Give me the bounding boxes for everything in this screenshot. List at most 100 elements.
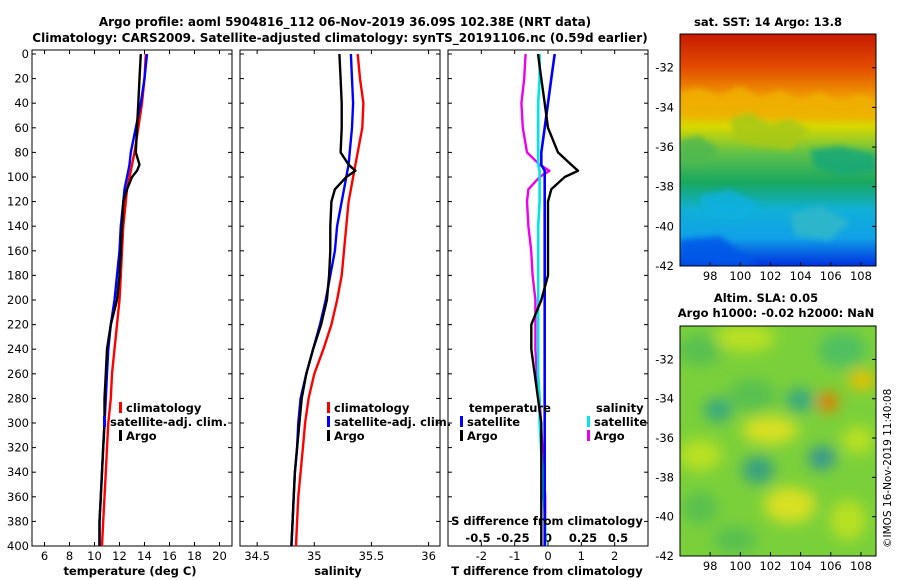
sst-axes: 98 100 102 104 106 108 -32 -34 -36 -38 -40 -42 (655, 61, 876, 283)
legend-climatology-swatch (327, 402, 330, 413)
x-tick-label: 8 (66, 549, 73, 563)
depth-tick-label: 180 (7, 268, 29, 282)
depth-tick-label: 300 (7, 416, 29, 430)
temperature-legend: climatology satellite-adj. clim. Argo (103, 401, 227, 443)
map-x-tick-label: 102 (759, 269, 781, 283)
map-x-tick-label: 104 (790, 269, 812, 283)
sst-title: sat. SST: 14 Argo: 13.8 (694, 15, 842, 29)
map-x-tick-label: 106 (820, 559, 842, 573)
legend-t-satellite: satellite (467, 415, 520, 429)
legend-s-argo-swatch (587, 430, 590, 441)
difference-series (520, 53, 580, 546)
map-x-tick-label: 100 (729, 559, 751, 573)
x-tick-label: 16 (162, 549, 177, 563)
depth-tick-label: 240 (7, 342, 29, 356)
map-x-tick-label: 98 (703, 269, 718, 283)
s-tick-label: 0.25 (569, 531, 597, 545)
legend-satellite: satellite-adj. clim. (110, 415, 227, 429)
s-difference-label: S difference from climatology (451, 514, 643, 528)
map-y-tick-label: -38 (655, 470, 674, 484)
legend-temperature-title: temperature (469, 401, 551, 415)
depth-tick-label: 0 (22, 47, 29, 61)
map-y-tick-label: -32 (655, 61, 674, 75)
watermark: ©IMOS 16-Nov-2019 11:40:08 (882, 389, 894, 548)
map-y-tick-label: -32 (655, 352, 674, 366)
x-tick-label: 35 (307, 549, 322, 563)
depth-tick-label: 400 (7, 539, 29, 553)
x-tick-label: 6 (41, 549, 48, 563)
series-climatology (294, 53, 365, 547)
title-line-1: Argo profile: aoml 5904816_112 06-Nov-20… (99, 15, 591, 30)
x-tick-label: 12 (112, 549, 127, 563)
temperature-xlabel: temperature (deg C) (63, 564, 196, 578)
map-y-tick-label: -40 (655, 510, 674, 524)
x-tick-label: 18 (187, 549, 202, 563)
series-temperature-satellite (539, 53, 556, 546)
depth-axis: 0 20 40 60 80 100 120 140 160 180 200 220 240 260 280 3… (7, 47, 648, 553)
depth-tick-label: 220 (7, 318, 29, 332)
legend-s-satellite-swatch (587, 416, 590, 427)
x-tick-label: 14 (137, 549, 152, 563)
depth-tick-label: 360 (7, 490, 29, 504)
depth-tick-label: 40 (14, 96, 29, 110)
legend-satellite: satellite-adj. clim. (334, 415, 451, 429)
sla-title-2: Argo h1000: -0.02 h2000: NaN (678, 306, 874, 320)
difference-x-axis: -2 -1 0 1 2 -0.5 -0.25 0 0.25 0.5 (465, 50, 628, 563)
legend-satellite-swatch (327, 416, 330, 427)
x-tick-label: 2 (611, 549, 618, 563)
map-y-tick-label: -36 (655, 431, 674, 445)
depth-tick-label: 160 (7, 244, 29, 258)
x-tick-label: 20 (212, 549, 227, 563)
series-argo (290, 53, 357, 547)
salinity-x-axis: 34.5 35 35.5 36 (244, 50, 436, 563)
s-tick-label: -0.25 (496, 531, 529, 545)
sst-frame (679, 33, 877, 267)
depth-tick-label: 100 (7, 170, 29, 184)
temperature-panel (31, 49, 233, 547)
s-tick-label: 0.5 (608, 531, 628, 545)
legend-satellite-swatch (103, 416, 106, 427)
s-tick-label: 0 (544, 531, 552, 545)
legend-climatology-swatch (119, 402, 122, 413)
x-tick-label: 1 (578, 549, 585, 563)
depth-tick-label: 260 (7, 367, 29, 381)
depth-tick-label: 140 (7, 219, 29, 233)
map-x-tick-label: 104 (790, 559, 812, 573)
temperature-x-axis: 6 8 10 12 14 16 18 20 (41, 50, 227, 563)
depth-tick-label: 60 (14, 121, 29, 135)
map-x-tick-label: 106 (820, 269, 842, 283)
map-x-tick-label: 108 (850, 559, 872, 573)
map-y-tick-label: -34 (655, 392, 674, 406)
difference-xlabel: T difference from climatology (451, 564, 643, 578)
x-tick-label: -2 (476, 549, 487, 563)
map-y-tick-label: -42 (655, 549, 674, 563)
legend-t-satellite-swatch (460, 416, 463, 427)
salinity-xlabel: salinity (314, 564, 362, 578)
legend-s-argo: Argo (594, 429, 625, 443)
x-tick-label: 35.5 (359, 549, 385, 563)
salinity-panel (239, 49, 441, 547)
depth-tick-label: 340 (7, 465, 29, 479)
legend-argo: Argo (334, 429, 365, 443)
map-y-tick-label: -36 (655, 140, 674, 154)
depth-tick-label: 80 (14, 145, 29, 159)
map-x-tick-label: 102 (759, 559, 781, 573)
map-y-tick-label: -40 (655, 219, 674, 233)
x-tick-label: 10 (87, 549, 102, 563)
depth-tick-label: 280 (7, 391, 29, 405)
sla-title-1: Altim. SLA: 0.05 (714, 291, 818, 305)
map-y-tick-label: -38 (655, 180, 674, 194)
sst-map (680, 34, 876, 266)
series-salinity-argo (520, 53, 551, 546)
legend-argo: Argo (126, 429, 157, 443)
depth-tick-label: 380 (7, 514, 29, 528)
x-tick-label: 36 (421, 549, 436, 563)
temperature-series (98, 53, 149, 547)
legend-t-argo-swatch (460, 430, 463, 441)
legend-t-argo: Argo (467, 429, 498, 443)
depth-tick-label: 20 (14, 72, 29, 86)
legend-argo-swatch (327, 430, 330, 441)
series-temperature-argo (530, 53, 580, 546)
salinity-legend: climatology satellite-adj. clim. Argo (327, 401, 451, 443)
